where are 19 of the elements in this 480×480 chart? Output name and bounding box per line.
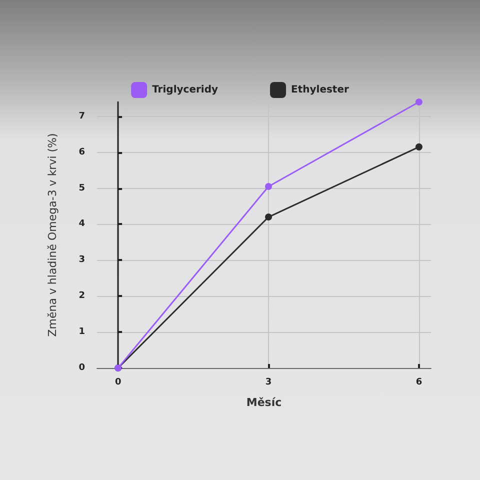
point (265, 214, 272, 221)
point (415, 98, 422, 106)
y-tick-label: 0 (78, 363, 85, 373)
y-axis-title: Změna v hladině Omega-3 v krvi (%) (46, 133, 59, 337)
y-tick-label: 3 (78, 255, 85, 266)
y-tick-label: 1 (78, 327, 85, 338)
y-tick-label: 2 (78, 291, 85, 302)
point (265, 182, 272, 190)
y-tick-label: 6 (78, 147, 85, 158)
x-axis-title: Měsíc (246, 396, 282, 409)
y-tick-label: 5 (78, 183, 85, 194)
y-tick-label: 4 (78, 219, 85, 230)
legend-label: Ethylester (291, 84, 349, 96)
point (415, 143, 422, 150)
y-tick-label: 7 (78, 111, 85, 122)
x-tick-label: 0 (114, 378, 122, 388)
legend-label: Triglyceridy (152, 84, 218, 96)
x-tick-label: 6 (416, 378, 422, 388)
x-tick-label: 3 (265, 378, 272, 388)
